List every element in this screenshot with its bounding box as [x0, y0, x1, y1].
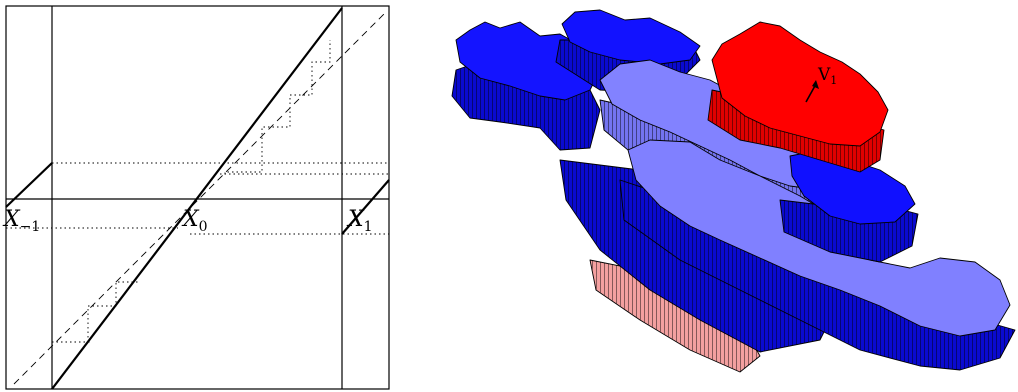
- plot-frame: [5, 5, 390, 390]
- dotted-guides: [6, 40, 389, 343]
- label-x-minus-1: X−1: [2, 207, 40, 235]
- stacked-cluster-3d: V1: [451, 9, 1016, 373]
- lift-segment-right: [341, 179, 390, 235]
- block-red-top: [711, 21, 889, 147]
- label-x-0: X0: [181, 207, 208, 235]
- label-x-1: X1: [346, 207, 373, 235]
- lift-map-diagram: X−1 X0 X1: [2, 5, 390, 390]
- vector-v1-label: V1: [817, 65, 837, 87]
- vector-v1: V1: [805, 65, 837, 103]
- lift-segment-left: [5, 162, 53, 208]
- block-back-top: [561, 9, 701, 65]
- lift-segment-main: [51, 7, 343, 390]
- identity-diagonal: [13, 11, 387, 385]
